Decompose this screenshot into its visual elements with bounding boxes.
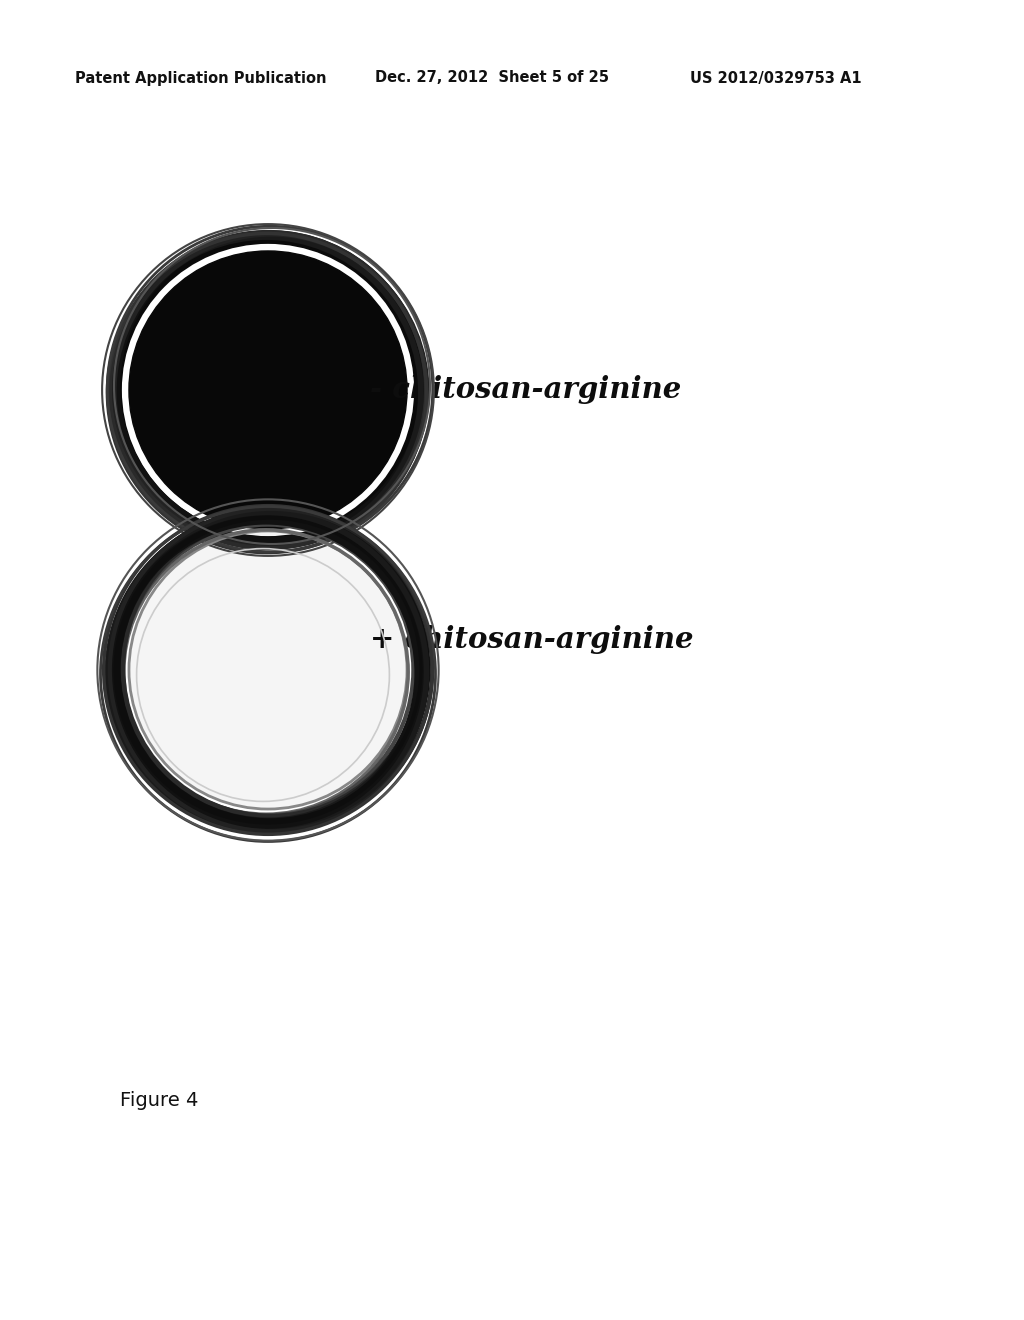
Text: Dec. 27, 2012  Sheet 5 of 25: Dec. 27, 2012 Sheet 5 of 25 [375,70,609,86]
Text: - chitosan-arginine: - chitosan-arginine [370,375,681,404]
Circle shape [129,251,407,529]
Text: Figure 4: Figure 4 [120,1090,199,1110]
Text: Patent Application Publication: Patent Application Publication [75,70,327,86]
Text: + chitosan-arginine: + chitosan-arginine [370,626,693,655]
Text: US 2012/0329753 A1: US 2012/0329753 A1 [690,70,861,86]
Circle shape [130,532,406,808]
